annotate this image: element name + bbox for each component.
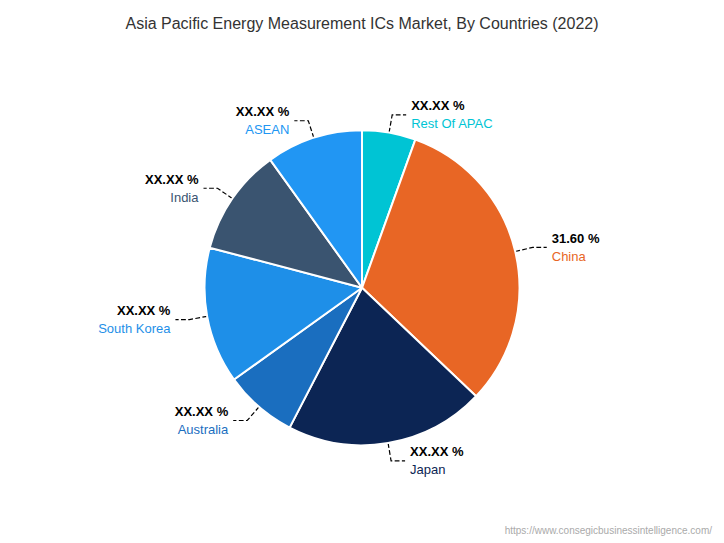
svg-text:XX.XX %: XX.XX % bbox=[175, 404, 229, 419]
svg-text:China: China bbox=[552, 249, 587, 264]
svg-text:Rest Of APAC: Rest Of APAC bbox=[411, 116, 492, 131]
svg-text:XX.XX %: XX.XX % bbox=[236, 104, 290, 119]
svg-text:XX.XX %: XX.XX % bbox=[411, 98, 465, 113]
svg-text:XX.XX %: XX.XX % bbox=[410, 444, 464, 459]
svg-text:ASEAN: ASEAN bbox=[245, 122, 289, 137]
svg-text:XX.XX %: XX.XX % bbox=[145, 172, 199, 187]
svg-text:31.60 %: 31.60 % bbox=[552, 231, 600, 246]
svg-text:Japan: Japan bbox=[410, 462, 445, 477]
svg-text:India: India bbox=[170, 190, 199, 205]
svg-text:Asia Pacific Energy Measuremen: Asia Pacific Energy Measurement ICs Mark… bbox=[125, 15, 598, 32]
svg-text:South Korea: South Korea bbox=[98, 321, 171, 336]
svg-text:https://www.consegicbusinessin: https://www.consegicbusinessintelligence… bbox=[505, 525, 713, 536]
svg-text:XX.XX %: XX.XX % bbox=[117, 303, 171, 318]
svg-text:Australia: Australia bbox=[178, 422, 229, 437]
